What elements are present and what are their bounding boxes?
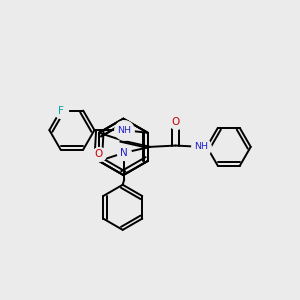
Text: NH: NH [117,126,131,135]
Text: NH: NH [194,142,208,152]
Text: O: O [94,149,103,159]
Text: F: F [58,106,64,116]
Text: N: N [120,148,128,158]
Text: O: O [171,117,180,127]
